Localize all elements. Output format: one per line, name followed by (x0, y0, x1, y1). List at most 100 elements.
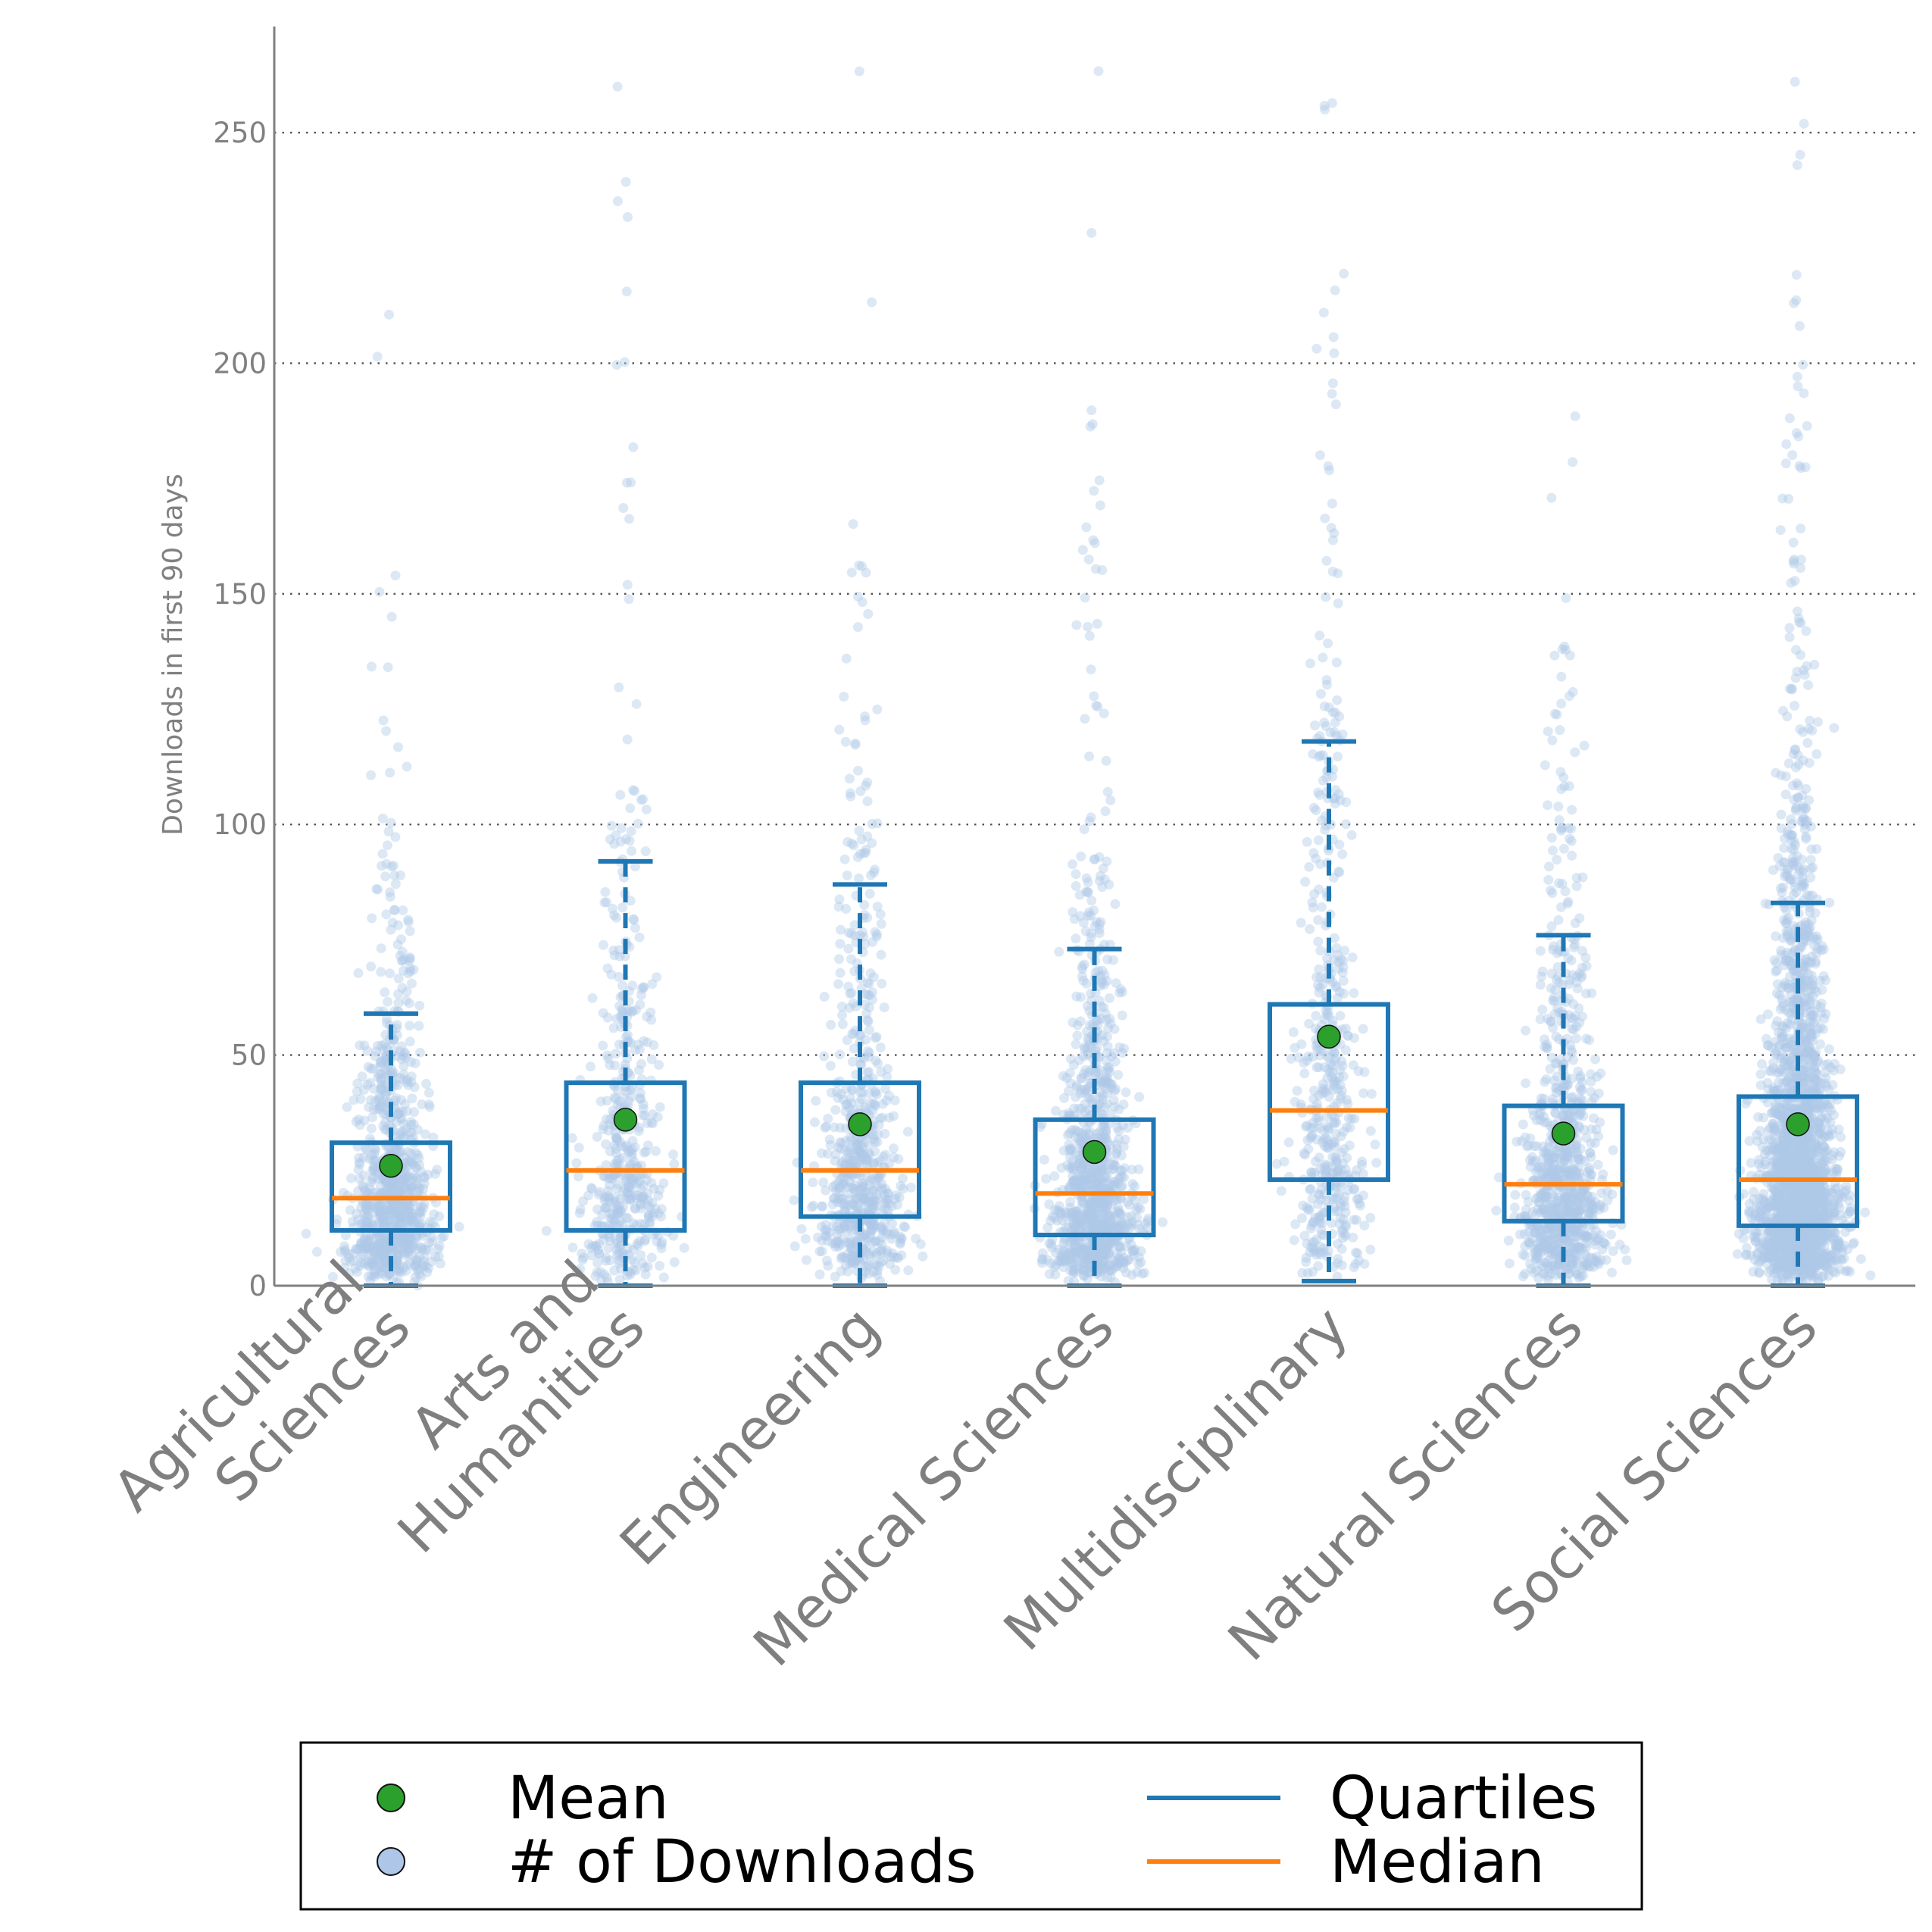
download-point (374, 1217, 384, 1227)
download-point (1349, 1184, 1359, 1195)
download-point (1540, 1268, 1550, 1279)
download-point (399, 1119, 409, 1130)
download-point (849, 930, 860, 941)
download-point (1097, 882, 1108, 893)
download-point (625, 1184, 636, 1195)
download-point (614, 971, 624, 982)
download-point (1567, 850, 1577, 861)
download-point (840, 1106, 851, 1117)
download-point (1102, 1064, 1113, 1075)
download-point (823, 1149, 833, 1159)
download-point (602, 1012, 613, 1023)
download-point (419, 1252, 430, 1262)
download-point (379, 1205, 389, 1215)
download-point (852, 1146, 863, 1156)
download-point (857, 597, 868, 608)
download-point (424, 1245, 434, 1255)
download-point (1527, 1156, 1538, 1167)
download-point (338, 1187, 349, 1198)
download-point (399, 1061, 409, 1071)
download-point (370, 1155, 380, 1166)
download-point (1311, 1011, 1321, 1021)
download-point (383, 1216, 393, 1227)
download-point (622, 734, 633, 745)
download-point (405, 1235, 416, 1246)
download-point (642, 1118, 652, 1128)
download-point (370, 1250, 380, 1261)
download-point (1271, 1158, 1282, 1169)
download-point (389, 1243, 400, 1254)
download-point (1580, 952, 1591, 963)
download-point (630, 1142, 640, 1152)
download-point (392, 1209, 402, 1220)
download-point (386, 1205, 395, 1215)
download-point (395, 1205, 406, 1215)
download-point (398, 1232, 408, 1243)
download-point (1576, 1193, 1587, 1204)
download-point (789, 1241, 800, 1252)
download-point (635, 1199, 646, 1210)
download-point (809, 1117, 820, 1127)
download-point (364, 1183, 375, 1193)
download-point (402, 1199, 412, 1210)
download-point (1095, 500, 1105, 511)
download-point (378, 1108, 389, 1119)
download-point (630, 1202, 640, 1213)
download-point (627, 846, 637, 856)
download-point (602, 1096, 612, 1106)
download-point (647, 1109, 658, 1120)
download-point (362, 1242, 373, 1252)
download-point (364, 1260, 375, 1271)
download-point (627, 980, 638, 991)
download-point (844, 1002, 855, 1013)
download-point (636, 1183, 646, 1193)
download-point (382, 1246, 392, 1256)
download-point (406, 1117, 417, 1127)
download-point (364, 1201, 375, 1211)
download-point (370, 1143, 380, 1154)
download-point (373, 1202, 383, 1212)
download-point (368, 1245, 379, 1255)
download-point (588, 1240, 599, 1251)
download-point (1519, 1229, 1530, 1240)
download-point (623, 1030, 633, 1040)
download-point (408, 1236, 418, 1247)
download-point (603, 1174, 614, 1184)
download-point (592, 1220, 603, 1230)
download-point (357, 1218, 367, 1229)
download-point (374, 1207, 385, 1218)
download-point (1110, 1161, 1121, 1171)
download-point (614, 682, 624, 692)
download-point (367, 1258, 377, 1268)
download-point (383, 1216, 394, 1227)
download-point (583, 1190, 594, 1201)
download-point (1576, 1172, 1587, 1183)
download-point (385, 767, 395, 778)
download-point (375, 1057, 386, 1068)
download-point (1081, 522, 1092, 533)
download-point (598, 1124, 608, 1135)
download-point (375, 1266, 386, 1277)
download-point (1118, 1048, 1127, 1058)
download-point (593, 1190, 604, 1200)
download-point (617, 1186, 628, 1197)
download-point (427, 1232, 437, 1243)
download-point (627, 1152, 637, 1162)
download-point (843, 836, 853, 847)
download-point (381, 1089, 392, 1100)
download-point (611, 1183, 622, 1194)
download-point (404, 1187, 414, 1198)
download-point (363, 1271, 374, 1282)
download-point (603, 1125, 614, 1136)
download-point (409, 1107, 420, 1118)
download-point (367, 1165, 377, 1176)
download-point (612, 196, 623, 206)
download-point (1337, 1224, 1348, 1235)
download-point (642, 1011, 652, 1022)
download-point (408, 1240, 418, 1251)
download-point (585, 1061, 596, 1072)
download-point (1546, 885, 1556, 896)
download-point (634, 1236, 645, 1246)
download-point (627, 1255, 637, 1265)
download-point (1135, 1204, 1146, 1215)
